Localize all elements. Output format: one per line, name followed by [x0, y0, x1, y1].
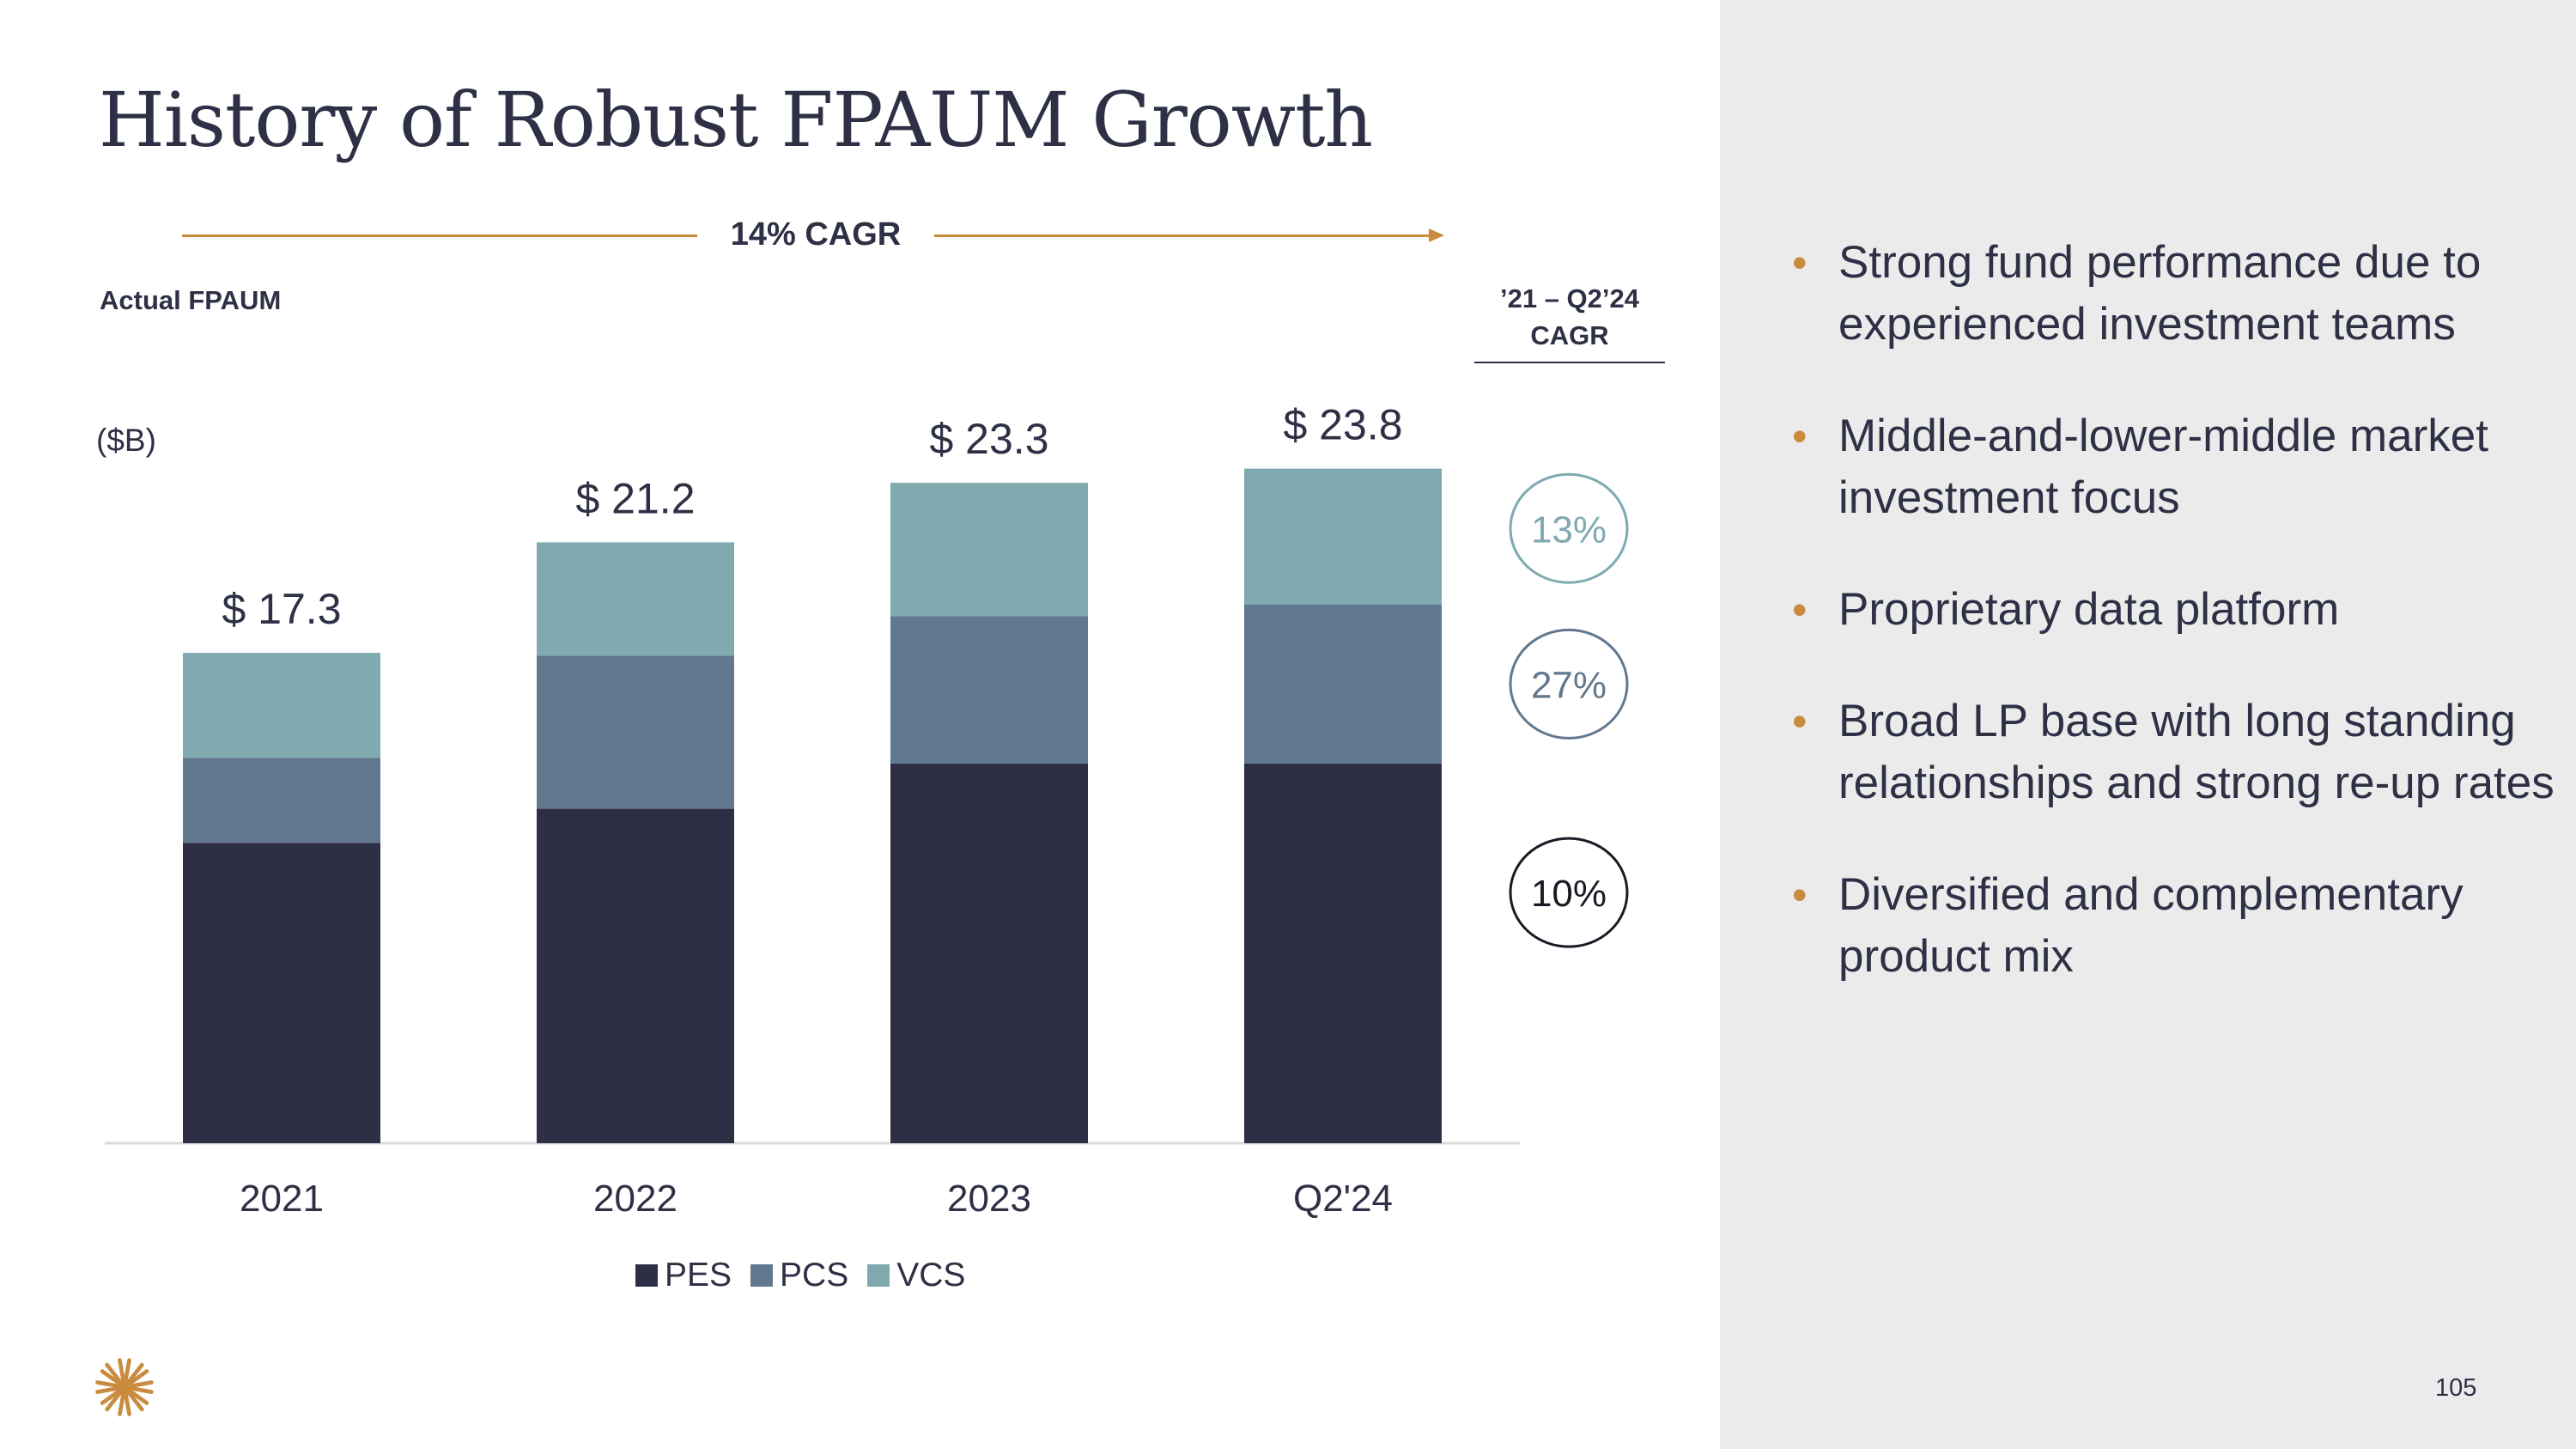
bar-vcs-q224: [1244, 468, 1442, 605]
bar-pes-2023: [890, 763, 1088, 1143]
legend-item-pes: PES: [635, 1257, 732, 1294]
legend-swatch-vcs: [867, 1264, 890, 1287]
bar-pes-2021: [183, 843, 380, 1143]
stacked-bar-chart: $ 17.3 2021 $ 21.2 2022 $ 23.3 2023 $ 23.8 Q2'2…: [105, 401, 1629, 1220]
chart-legend: PES PCS VCS: [635, 1257, 984, 1294]
cagr-value-pes: 10%: [1531, 873, 1607, 915]
cagr-banner: 14% CAGR: [730, 216, 902, 253]
legend-label-pcs: PCS: [780, 1257, 849, 1294]
cagr-arrow-line-right: [934, 234, 1432, 237]
legend-swatch-pes: [635, 1264, 658, 1287]
bar-total-label: $ 21.2: [575, 474, 695, 522]
bullet-dot-icon: •: [1792, 412, 1807, 460]
cagr-header-label: CAGR: [1530, 320, 1609, 350]
legend-swatch-pcs: [750, 1264, 774, 1287]
bullet-dot-icon: •: [1792, 871, 1807, 919]
highlights-list: • Strong fund performance due to experien…: [1792, 232, 2555, 1038]
bullet-dot-icon: •: [1792, 697, 1807, 746]
bullet-item: • Broad LP base with long standing relati…: [1792, 691, 2555, 814]
actual-fpaum-label: Actual FPAUM: [100, 285, 282, 315]
bullet-item: • Strong fund performance due to experien…: [1792, 232, 2555, 356]
cagr-arrow-line-left: [182, 234, 697, 237]
bullet-item: • Diversified and complementary product m…: [1792, 864, 2555, 988]
bar-total-label: $ 23.8: [1283, 401, 1402, 449]
right-panel: [1720, 0, 2576, 1449]
legend-label-pes: PES: [665, 1257, 732, 1294]
x-tick-label: 2022: [593, 1178, 677, 1220]
bar-pes-2022: [537, 808, 734, 1143]
unit-label: ($B): [96, 423, 156, 458]
cagr-period-label: ’21 – Q2’24: [1499, 283, 1639, 314]
bar-pcs-2021: [183, 758, 380, 843]
bar-total-label: $ 23.3: [929, 415, 1048, 463]
company-logo-icon: [95, 1358, 154, 1416]
legend-item-vcs: VCS: [867, 1257, 965, 1294]
cagr-header-rule: [1474, 362, 1665, 363]
cagr-circle-pes: [1509, 837, 1629, 948]
legend-label-vcs: VCS: [896, 1257, 966, 1294]
x-tick-label: 2023: [947, 1178, 1031, 1220]
bar-vcs-2022: [537, 542, 734, 656]
page-number: 105: [2435, 1374, 2477, 1402]
cagr-circle-pcs: [1509, 628, 1629, 740]
cagr-value-pcs: 27%: [1531, 664, 1607, 706]
cagr-value-vcs: 13%: [1531, 508, 1607, 551]
x-tick-label: Q2'24: [1293, 1178, 1393, 1220]
bar-pcs-q224: [1244, 605, 1442, 764]
bar-pcs-2023: [890, 616, 1088, 764]
cagr-period-header: ’21 – Q2’24 CAGR: [1474, 280, 1665, 354]
bar-total-label: $ 17.3: [222, 585, 341, 633]
legend-item-pcs: PCS: [750, 1257, 848, 1294]
bullet-dot-icon: •: [1792, 239, 1807, 287]
cagr-arrow-head: [1429, 228, 1444, 242]
bullet-dot-icon: •: [1792, 586, 1807, 634]
page-title: History of Robust FPAUM Growth: [99, 76, 1373, 164]
bar-pcs-2022: [537, 655, 734, 809]
x-tick-label: 2021: [240, 1178, 324, 1220]
bar-vcs-2023: [890, 483, 1088, 617]
bullet-item: • Middle-and-lower-middle market investme…: [1792, 405, 2555, 529]
bar-vcs-2021: [183, 653, 380, 758]
bullet-item: • Proprietary data platform: [1792, 579, 2555, 641]
bar-pes-q224: [1244, 763, 1442, 1143]
cagr-circle-vcs: [1509, 472, 1629, 584]
